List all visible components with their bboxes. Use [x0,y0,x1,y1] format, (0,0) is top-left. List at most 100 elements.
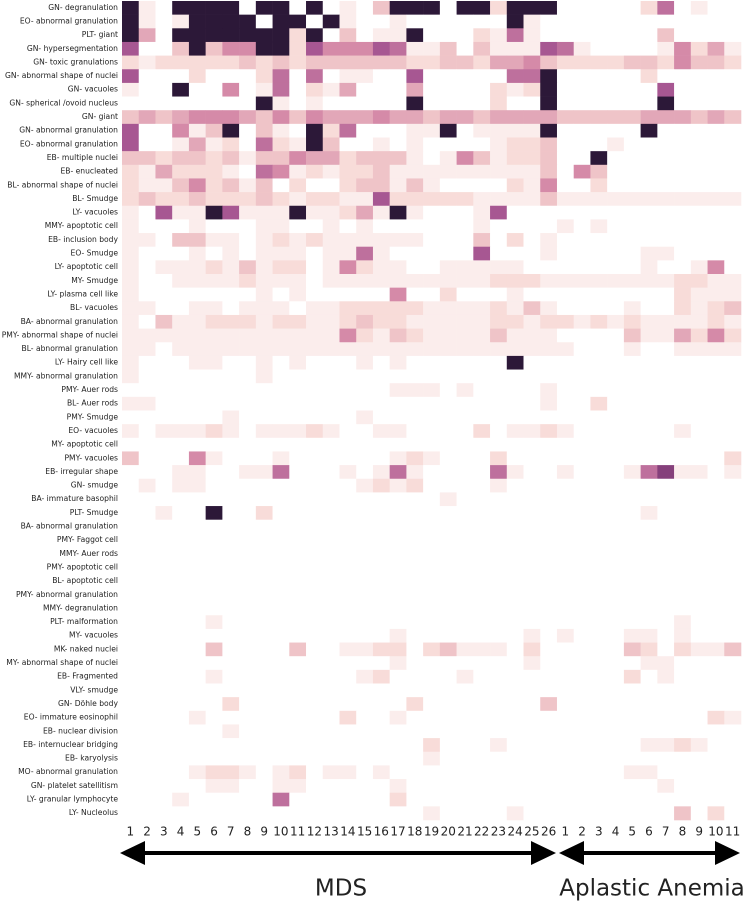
heatmap-cell [122,396,140,411]
heatmap-cell [540,738,558,753]
heatmap-cell [523,342,541,357]
heatmap-cell [439,41,457,56]
heatmap-cell [439,342,457,357]
heatmap-cell [306,451,324,466]
heatmap-cell [690,301,708,316]
heatmap-cell [523,137,541,152]
heatmap-cell [590,287,608,302]
heatmap-cell [506,192,524,207]
heatmap-cell [255,519,273,534]
heatmap-cell [322,806,340,821]
heatmap-cell [406,724,424,739]
heatmap-cell [372,697,390,712]
heatmap-cell [506,669,524,684]
heatmap-cell [423,205,441,220]
heatmap-cell [573,260,591,275]
heatmap-cell [222,151,240,166]
heatmap-cell [423,656,441,671]
heatmap-cell [138,451,156,466]
heatmap-cell [306,396,324,411]
heatmap-cell [172,751,190,766]
heatmap-cell [473,28,491,43]
heatmap-cell [255,478,273,493]
heatmap-cell [255,110,273,125]
heatmap-cell [724,697,742,712]
heatmap-cell [356,205,374,220]
heatmap-cell [490,28,508,43]
heatmap-cell [289,574,307,589]
heatmap-cell [222,14,240,29]
heatmap-cell [506,697,524,712]
heatmap-cell [556,792,575,807]
heatmap-cell [540,424,558,439]
heatmap-cell [272,437,290,452]
heatmap-cell [239,137,257,152]
heatmap-cell [540,328,558,343]
heatmap-cell [155,792,173,807]
heatmap-cell [623,396,641,411]
heatmap-cell [506,765,524,780]
heatmap-cell [406,601,424,616]
heatmap-cell [674,314,692,329]
heatmap-cell [205,451,223,466]
heatmap-cell [255,615,273,630]
heatmap-cell [573,314,591,329]
heatmap-cell [490,710,508,725]
heatmap-cell [306,410,324,425]
heatmap-cell [356,274,374,288]
heatmap-cell [690,314,708,329]
heatmap-cell [640,779,658,793]
heatmap-cell [239,287,257,302]
heatmap-cell [239,383,257,398]
heatmap-cell [456,451,474,466]
heatmap-cell [239,55,257,70]
heatmap-cell [573,151,591,166]
heatmap-cell [205,601,223,616]
heatmap-cell [172,164,190,179]
heatmap-cell [490,260,508,275]
heatmap-cell [473,451,491,466]
heatmap-cell [556,14,575,29]
heatmap-cell [556,560,575,575]
heatmap-cell [623,287,641,302]
heatmap-cell [640,137,658,152]
heatmap-cell [674,451,692,466]
heatmap-cell [289,738,307,753]
heatmap-cell [657,14,675,29]
heatmap-cell [674,355,692,370]
heatmap-cell [372,792,390,807]
heatmap-cell [506,642,524,657]
heatmap-cell [607,164,625,179]
heatmap-cell [138,260,156,275]
heatmap-cell [289,506,307,520]
heatmap-cell [674,14,692,29]
heatmap-cell [707,710,725,725]
heatmap-cell [439,451,457,466]
heatmap-cell [724,560,742,575]
heatmap-cell [239,424,257,439]
heatmap-cell [506,110,524,125]
heatmap-cell [322,274,340,288]
heatmap-cell [607,642,625,657]
heatmap-cell [456,478,474,493]
heatmap-cell [690,383,708,398]
heatmap-cell [322,369,340,384]
heatmap-cell [322,123,340,138]
heatmap-cell [272,178,290,193]
heatmap-cell [523,151,541,166]
heatmap-cell [155,205,173,220]
heatmap-cell [239,492,257,507]
heatmap-cell [289,779,307,793]
heatmap-cell [573,738,591,753]
heatmap-cell [172,123,190,138]
heatmap-cell [540,547,558,561]
heatmap-cell [540,697,558,712]
row-label: LY- Nucleolus [69,808,118,817]
heatmap-cell [607,465,625,480]
heatmap-cell [322,587,340,602]
heatmap-cell [573,697,591,712]
heatmap-cell [172,738,190,753]
heatmap-cell [255,697,273,712]
heatmap-cell [289,28,307,43]
